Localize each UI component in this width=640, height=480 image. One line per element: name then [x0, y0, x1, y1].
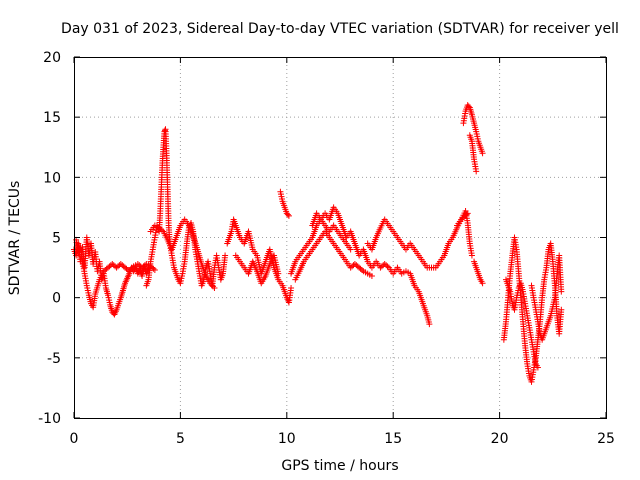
- x-tick-label: 25: [597, 431, 615, 447]
- data-point: [222, 252, 229, 259]
- data-point: [558, 288, 565, 295]
- y-tick-label: 20: [43, 50, 61, 66]
- x-tick-label: 20: [491, 431, 509, 447]
- data-point: [465, 103, 472, 110]
- x-tick-label: 5: [176, 431, 185, 447]
- axis-ticks: [73, 56, 607, 419]
- data-point: [347, 246, 354, 253]
- data-point: [285, 212, 292, 219]
- data-point: [158, 227, 165, 234]
- data-point: [558, 306, 565, 313]
- data-point: [468, 252, 475, 259]
- data-point: [426, 321, 433, 328]
- x-tick-label: 10: [278, 431, 296, 447]
- y-tick-label: -5: [47, 351, 61, 367]
- data-point: [151, 266, 158, 273]
- data-point: [288, 285, 295, 292]
- data-point: [473, 168, 480, 175]
- data-point: [368, 273, 375, 280]
- data-point: [211, 285, 218, 292]
- data-points: [71, 102, 565, 385]
- chart-title: Day 031 of 2023, Sidereal Day-to-day VTE…: [61, 21, 619, 37]
- data-point: [161, 127, 168, 134]
- y-tick-label: -10: [38, 411, 61, 427]
- data-point: [384, 263, 391, 270]
- y-tick-label: 10: [43, 170, 61, 186]
- x-tick-label: 0: [70, 431, 79, 447]
- data-point: [275, 270, 282, 277]
- y-tick-label: 15: [43, 110, 61, 126]
- data-point: [479, 150, 486, 157]
- y-tick-label: 0: [52, 291, 61, 307]
- y-axis-label: SDTVAR / TECUs: [7, 181, 23, 296]
- y-tick-label: 5: [52, 231, 61, 247]
- tick-labels: 0 5 10 15 20 25 -10 -5 0 5 10 15 20: [38, 50, 615, 447]
- data-point: [284, 211, 291, 218]
- data-point: [358, 266, 365, 273]
- data-point: [534, 364, 541, 371]
- data-point: [479, 280, 486, 287]
- x-tick-label: 15: [384, 431, 402, 447]
- x-axis-label: GPS time / hours: [281, 458, 398, 474]
